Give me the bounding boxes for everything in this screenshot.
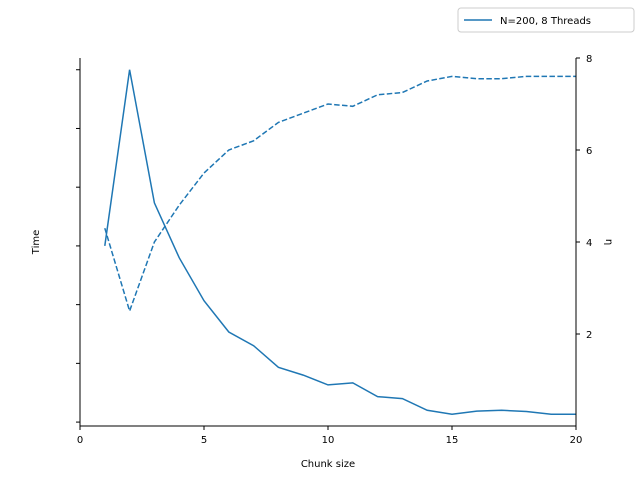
right-y-tick-label: 4 — [586, 238, 592, 249]
x-tick-label: 15 — [446, 435, 459, 446]
x-tick-label: 0 — [77, 435, 83, 446]
eta-series-line — [104, 75, 576, 314]
right-y-ticks: 2 4 6 8 — [576, 54, 592, 341]
x-tick-label: 5 — [201, 435, 207, 446]
x-tick-label: 20 — [570, 435, 583, 446]
left-axis-label: Time — [31, 230, 42, 255]
legend-label: N=200, 8 Threads — [500, 16, 591, 27]
time-series-line — [104, 69, 576, 416]
x-tick-label: 10 — [322, 435, 335, 446]
plot-lines — [104, 69, 576, 416]
right-y-tick-label: 2 — [586, 330, 592, 341]
x-ticks: 0 5 10 15 20 — [77, 426, 583, 446]
right-y-tick-label: 6 — [586, 146, 592, 157]
left-y-ticks — [76, 69, 80, 423]
legend-box — [457, 7, 635, 33]
right-axis-label: η — [603, 239, 614, 245]
right-y-tick-label: 8 — [586, 54, 592, 65]
legend: N=200, 8 Threads — [457, 7, 635, 33]
x-axis-label: Chunk size — [301, 459, 355, 470]
